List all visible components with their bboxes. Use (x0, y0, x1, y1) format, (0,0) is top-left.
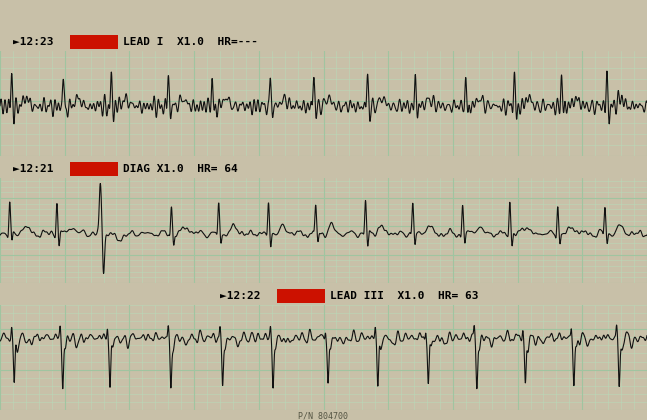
Text: P/N 804700: P/N 804700 (298, 412, 349, 420)
Text: LEAD I  X1.0  HR=---: LEAD I X1.0 HR=--- (123, 37, 258, 47)
Text: ►12:21: ►12:21 (13, 164, 67, 174)
Text: LEAD III  X1.0  HR= 63: LEAD III X1.0 HR= 63 (330, 291, 479, 301)
Text: DIAG X1.0  HR= 64: DIAG X1.0 HR= 64 (123, 164, 237, 174)
Text: ►12:22: ►12:22 (220, 291, 274, 301)
Bar (277, 289, 325, 303)
Text: ►12:23: ►12:23 (13, 37, 67, 47)
Bar (70, 35, 118, 49)
Bar (70, 162, 118, 176)
